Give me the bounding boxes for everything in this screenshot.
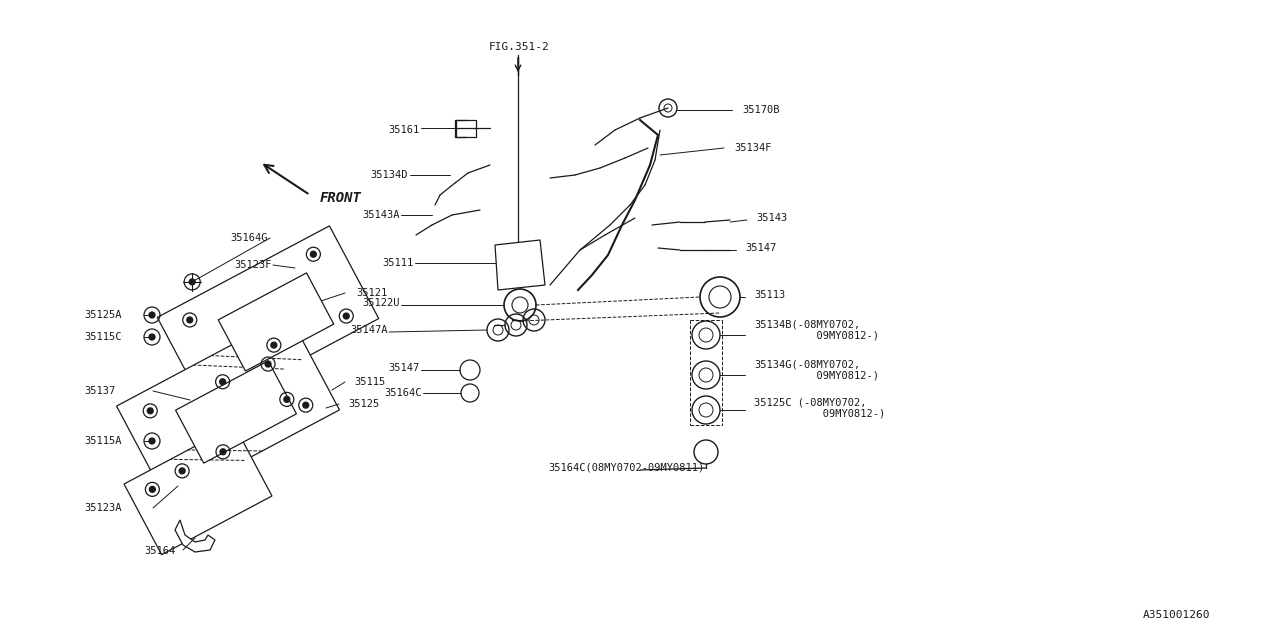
Text: 35115C: 35115C bbox=[84, 332, 122, 342]
Text: 35170B: 35170B bbox=[742, 105, 780, 115]
Text: 35143A: 35143A bbox=[362, 210, 399, 220]
Bar bbox=[218, 273, 334, 371]
Text: FRONT: FRONT bbox=[320, 191, 362, 205]
Text: 35134B(-08MY0702,
          09MY0812-): 35134B(-08MY0702, 09MY0812-) bbox=[754, 319, 879, 340]
Text: 35122U: 35122U bbox=[362, 298, 399, 308]
Circle shape bbox=[148, 334, 155, 340]
Text: 35123F: 35123F bbox=[234, 260, 273, 270]
Text: 35121: 35121 bbox=[356, 288, 388, 298]
Circle shape bbox=[189, 279, 195, 285]
Circle shape bbox=[150, 486, 155, 492]
Circle shape bbox=[148, 312, 155, 318]
Text: 35115: 35115 bbox=[355, 377, 385, 387]
Circle shape bbox=[220, 449, 227, 455]
Text: FIG.351-2: FIG.351-2 bbox=[489, 42, 549, 52]
Text: 35115A: 35115A bbox=[84, 436, 122, 446]
Text: 35147: 35147 bbox=[745, 243, 776, 253]
Text: 35125: 35125 bbox=[348, 399, 379, 409]
Text: 35164: 35164 bbox=[143, 546, 175, 556]
Text: 35134D: 35134D bbox=[370, 170, 408, 180]
Circle shape bbox=[179, 468, 186, 474]
Circle shape bbox=[284, 396, 289, 403]
Text: 35134G(-08MY0702,
          09MY0812-): 35134G(-08MY0702, 09MY0812-) bbox=[754, 359, 879, 381]
Polygon shape bbox=[175, 520, 215, 552]
Text: 35161: 35161 bbox=[389, 125, 420, 135]
Circle shape bbox=[220, 379, 225, 385]
Bar bbox=[456, 120, 476, 137]
Circle shape bbox=[343, 313, 349, 319]
Bar bbox=[116, 314, 339, 502]
Text: 35125A: 35125A bbox=[84, 310, 122, 320]
Text: 35134F: 35134F bbox=[733, 143, 772, 153]
Circle shape bbox=[148, 438, 155, 444]
Text: 35111: 35111 bbox=[383, 258, 413, 268]
Circle shape bbox=[271, 342, 276, 348]
Text: 35125C (-08MY0702,
           09MY0812-): 35125C (-08MY0702, 09MY0812-) bbox=[754, 397, 886, 419]
Circle shape bbox=[310, 252, 316, 257]
Text: 35137: 35137 bbox=[84, 386, 115, 396]
Text: 35147A: 35147A bbox=[351, 325, 388, 335]
Text: 35164G: 35164G bbox=[230, 233, 268, 243]
Bar bbox=[124, 426, 271, 555]
Text: 35147: 35147 bbox=[389, 363, 420, 373]
Text: 35143: 35143 bbox=[756, 213, 787, 223]
Text: 35113: 35113 bbox=[754, 290, 785, 300]
Circle shape bbox=[303, 402, 308, 408]
Circle shape bbox=[265, 361, 271, 367]
Polygon shape bbox=[495, 240, 545, 290]
Text: 35123A: 35123A bbox=[84, 503, 122, 513]
Circle shape bbox=[187, 317, 193, 323]
Bar bbox=[175, 361, 297, 463]
Text: A351001260: A351001260 bbox=[1143, 610, 1210, 620]
Bar bbox=[157, 226, 379, 410]
Circle shape bbox=[147, 408, 154, 414]
Text: 35164C: 35164C bbox=[384, 388, 422, 398]
Text: 35164C(08MY0702-09MY0811): 35164C(08MY0702-09MY0811) bbox=[548, 463, 704, 473]
